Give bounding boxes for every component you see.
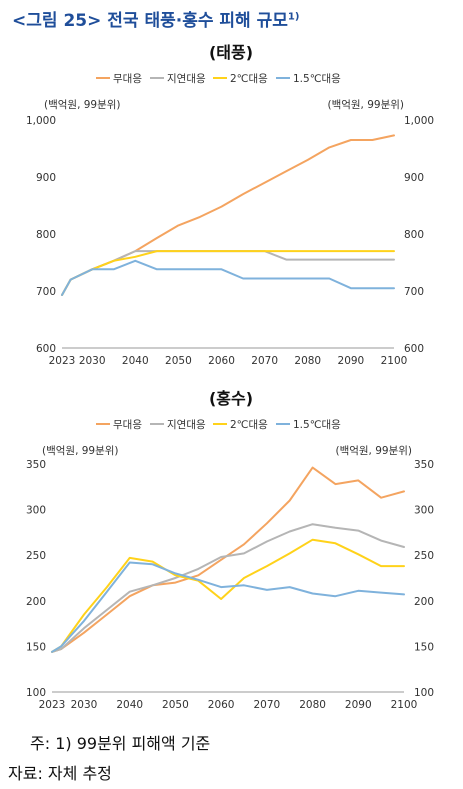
y-tick-label-left: 150 <box>26 641 46 653</box>
legend-label: 1.5℃대응 <box>293 419 341 431</box>
y-tick-label-right: 1,000 <box>404 115 434 127</box>
x-tick-label: 2060 <box>208 355 235 367</box>
y-tick-label-right: 800 <box>404 229 424 241</box>
y-tick-label-right: 300 <box>414 505 434 517</box>
legend-label: 지연대응 <box>167 73 206 85</box>
figure-title-text: <그림 25> 전국 태풍·홍수 피해 규모 <box>12 11 288 31</box>
y-tick-label-left: 600 <box>36 343 56 355</box>
figure-title-footnote: 1) <box>287 11 300 23</box>
series-line-2℃대응 <box>51 538 405 653</box>
series-line-무대응 <box>51 466 405 653</box>
y-tick-label-left: 100 <box>26 687 46 699</box>
series-line-1.5℃대응 <box>51 561 405 653</box>
x-tick-label: 2080 <box>294 355 321 367</box>
y-tick-label-right: 600 <box>404 343 424 355</box>
source-note: 자료: 자체 추정 <box>8 764 112 783</box>
x-tick-label: 2100 <box>391 699 418 711</box>
x-tick-label: 2023 <box>39 699 66 711</box>
legend-label: 1.5℃대응 <box>293 73 341 85</box>
x-tick-label: 2060 <box>208 699 235 711</box>
legend-label: 2℃대응 <box>230 73 268 85</box>
series-line-2℃대응 <box>61 250 395 296</box>
y-tick-label-left: 300 <box>26 505 46 517</box>
series-line-지연대응 <box>51 523 405 653</box>
y-tick-label-right: 200 <box>414 596 434 608</box>
x-tick-label: 2030 <box>79 355 106 367</box>
legend-label: 무대응 <box>113 73 142 85</box>
legend-label: 2℃대응 <box>230 419 268 431</box>
y-tick-label-right: 100 <box>414 687 434 699</box>
typhoon-chart: (태풍) 무대응 지연대응 2℃대응 1.5℃대응 (백억원, 99분위) (백억원, 99… <box>26 43 434 367</box>
y-axis-unit-right: (백억원, 99분위) <box>335 444 412 457</box>
x-tick-label: 2090 <box>338 355 365 367</box>
chart-title: (홍수) <box>209 389 253 408</box>
y-tick-label-left: 250 <box>26 550 46 562</box>
x-tick-label: 2090 <box>345 699 372 711</box>
x-tick-label: 2080 <box>299 699 326 711</box>
y-tick-label-right: 250 <box>414 550 434 562</box>
y-tick-label-left: 350 <box>26 459 46 471</box>
x-tick-label: 2070 <box>251 355 278 367</box>
x-tick-label: 2050 <box>165 355 192 367</box>
figure-title: <그림 25> 전국 태풍·홍수 피해 규모1) <box>12 6 299 31</box>
x-tick-label: 2070 <box>253 699 280 711</box>
flood-chart: (홍수) 무대응 지연대응 2℃대응 1.5℃대응 (백억원, 99분위) (백억원, 99… <box>26 389 434 711</box>
y-tick-label-left: 900 <box>36 172 56 184</box>
y-axis-unit-right: (백억원, 99분위) <box>327 98 404 111</box>
x-tick-label: 2023 <box>49 355 76 367</box>
y-tick-label-left: 1,000 <box>26 115 56 127</box>
x-tick-label: 2050 <box>162 699 189 711</box>
y-tick-label-right: 350 <box>414 459 434 471</box>
x-tick-label: 2040 <box>122 355 149 367</box>
y-tick-label-right: 700 <box>404 286 424 298</box>
y-tick-label-left: 200 <box>26 596 46 608</box>
y-tick-label-right: 150 <box>414 641 434 653</box>
y-axis-unit-left: (백억원, 99분위) <box>42 444 119 457</box>
legend-label: 무대응 <box>113 419 142 431</box>
y-axis-unit-left: (백억원, 99분위) <box>44 98 121 111</box>
footnote: 주: 1) 99분위 피해액 기준 <box>30 734 211 753</box>
series-line-1.5℃대응 <box>61 259 395 296</box>
x-tick-label: 2100 <box>381 355 408 367</box>
chart-title: (태풍) <box>209 43 253 62</box>
x-tick-label: 2030 <box>71 699 98 711</box>
y-tick-label-left: 800 <box>36 229 56 241</box>
y-tick-label-right: 900 <box>404 172 424 184</box>
legend-label: 지연대응 <box>167 419 206 431</box>
y-tick-label-left: 700 <box>36 286 56 298</box>
x-tick-label: 2040 <box>116 699 143 711</box>
